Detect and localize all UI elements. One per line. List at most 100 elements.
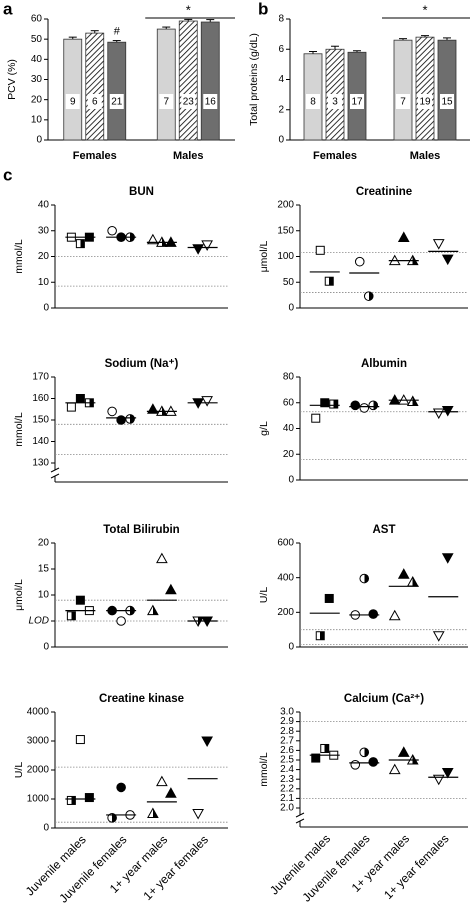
- n-label: 17: [351, 97, 363, 108]
- point: [311, 413, 321, 423]
- y-tick-label: 40: [283, 423, 295, 434]
- chart-title: Albumin: [361, 358, 407, 370]
- y-axis-label: μmol/L: [258, 240, 270, 272]
- n-label-box: [87, 94, 102, 109]
- y-tick-label: 2.7: [280, 735, 294, 746]
- y-axis-label: U/L: [258, 587, 270, 604]
- n-label-box: [328, 94, 342, 109]
- n-label: 21: [111, 97, 123, 108]
- y-tick-label: 2.1: [280, 793, 294, 804]
- point: [359, 573, 370, 584]
- axis-break: [50, 473, 60, 479]
- point: [406, 395, 419, 406]
- n-label-box: [159, 94, 174, 109]
- point: [324, 276, 334, 286]
- y-tick-label: 30: [38, 225, 50, 236]
- n-label-box: [418, 94, 432, 109]
- y-tick-label: 200: [277, 607, 294, 618]
- point: [192, 244, 204, 255]
- y-tick-label: 0: [288, 642, 294, 653]
- y-tick-label: 0: [278, 135, 284, 146]
- n-label-box: [396, 94, 410, 109]
- y-tick-label: 50: [283, 277, 295, 288]
- point: [315, 245, 325, 255]
- n-label: 9: [70, 97, 76, 108]
- point: [363, 291, 374, 301]
- point: [368, 609, 379, 619]
- n-label: 16: [205, 97, 217, 108]
- point: [147, 807, 159, 818]
- y-tick-label: 60: [283, 397, 295, 408]
- point: [432, 774, 445, 786]
- bar: [178, 20, 198, 141]
- n-label: 19: [419, 97, 431, 108]
- point: [66, 402, 76, 412]
- n-label: 15: [441, 97, 453, 108]
- point: [388, 763, 401, 775]
- bar: [415, 36, 435, 141]
- point: [147, 604, 159, 616]
- point: [156, 775, 168, 787]
- point: [324, 593, 334, 603]
- point: [84, 793, 94, 803]
- n-label-box: [65, 94, 80, 109]
- point: [156, 552, 168, 564]
- point: [368, 757, 379, 767]
- point: [125, 414, 135, 424]
- chart-title: AST: [373, 524, 396, 536]
- y-tick-label: 20: [283, 449, 295, 460]
- point: [116, 616, 126, 626]
- point: [441, 553, 454, 564]
- point: [116, 415, 126, 425]
- y-axis-label: mmol/L: [13, 239, 25, 274]
- annotation: *: [186, 2, 191, 17]
- point: [201, 736, 213, 748]
- n-label: 3: [332, 97, 338, 108]
- point: [350, 400, 361, 411]
- point: [192, 809, 204, 820]
- point: [441, 254, 454, 266]
- y-tick-label: 130: [32, 458, 49, 469]
- point: [397, 568, 410, 579]
- y-tick-label: 40: [31, 54, 43, 65]
- point: [359, 403, 370, 413]
- point: [165, 583, 177, 595]
- n-label: 6: [92, 97, 98, 108]
- y-tick-label: 0: [288, 475, 294, 486]
- y-axis-label: mmol/L: [13, 412, 25, 447]
- y-tick-label: 80: [283, 372, 295, 383]
- y-tick-label: 400: [277, 572, 294, 583]
- x-tick-label: Males: [173, 150, 204, 162]
- y-tick-label: 10: [38, 590, 50, 601]
- y-tick-label: 2.6: [280, 745, 294, 756]
- y-tick-label: 0: [288, 303, 294, 314]
- y-tick-label: 0: [43, 303, 49, 314]
- y-tick-label: 2.9: [280, 716, 294, 727]
- y-tick-label: 60: [31, 14, 43, 25]
- point: [147, 233, 159, 245]
- point: [107, 813, 117, 823]
- y-tick-label: 2.2: [280, 783, 294, 794]
- point: [116, 782, 126, 793]
- bar: [107, 41, 127, 141]
- y-tick-label: 0: [43, 823, 49, 834]
- n-label: 7: [400, 97, 406, 108]
- n-label-box: [109, 94, 124, 109]
- point: [75, 394, 85, 403]
- n-label-box: [306, 94, 320, 109]
- y-axis-label: U/L: [13, 762, 25, 779]
- y-tick-label: 600: [277, 538, 294, 549]
- point: [388, 609, 401, 621]
- point: [432, 631, 445, 642]
- n-label: 7: [163, 97, 169, 108]
- point: [201, 396, 213, 407]
- x-tick-label: Juvenile females: [300, 831, 373, 904]
- panel-label: b: [258, 0, 268, 18]
- y-tick-label: 0: [43, 642, 49, 653]
- x-tick-label: Females: [73, 150, 117, 162]
- y-tick-label: 10: [31, 114, 43, 125]
- point: [75, 595, 85, 605]
- n-label-box: [181, 94, 196, 109]
- y-tick-label: 140: [32, 436, 49, 447]
